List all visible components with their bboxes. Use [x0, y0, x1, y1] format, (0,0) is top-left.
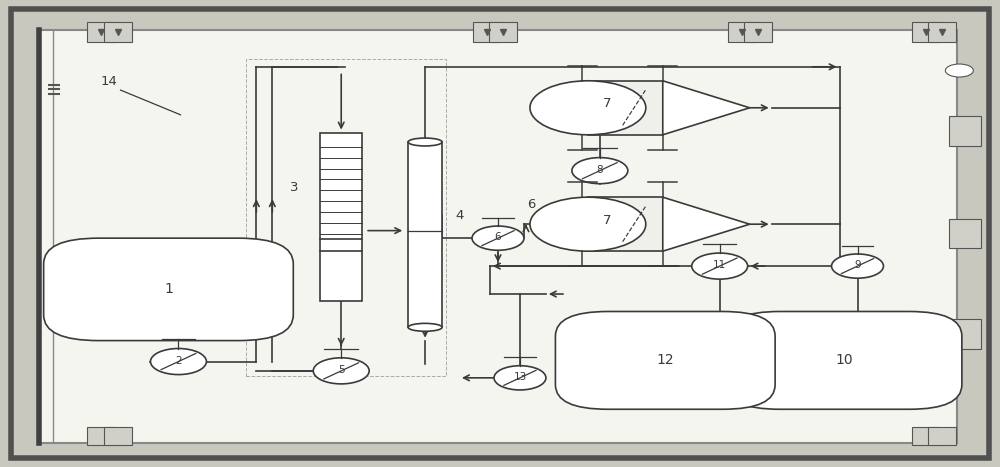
Text: 3: 3: [290, 181, 298, 193]
FancyBboxPatch shape: [727, 311, 962, 409]
Bar: [320, 134, 362, 301]
Polygon shape: [663, 197, 750, 251]
Bar: [39, 29, 957, 443]
Bar: [104, 427, 132, 445]
Bar: [104, 22, 132, 42]
Text: 13: 13: [513, 372, 527, 382]
Ellipse shape: [408, 138, 442, 146]
Text: 6: 6: [495, 232, 501, 242]
Circle shape: [945, 64, 973, 77]
Circle shape: [150, 348, 206, 375]
Text: 12: 12: [656, 354, 674, 368]
Bar: [588, 81, 663, 135]
Bar: [408, 142, 442, 327]
Circle shape: [472, 226, 524, 250]
Bar: [949, 116, 981, 146]
Bar: [949, 318, 981, 348]
Text: 14: 14: [101, 75, 117, 87]
Bar: [473, 22, 501, 42]
Ellipse shape: [408, 323, 442, 331]
Text: 6: 6: [528, 198, 536, 211]
Bar: [588, 197, 663, 251]
Circle shape: [530, 197, 646, 251]
Text: 5: 5: [338, 365, 345, 375]
Circle shape: [530, 81, 646, 135]
Bar: [928, 427, 956, 445]
Text: 1: 1: [164, 283, 173, 297]
Bar: [744, 22, 772, 42]
FancyBboxPatch shape: [555, 311, 775, 409]
Bar: [87, 427, 115, 445]
Circle shape: [572, 157, 628, 184]
Text: 11: 11: [713, 260, 726, 270]
Circle shape: [832, 254, 883, 278]
Circle shape: [692, 253, 748, 279]
Bar: [87, 22, 115, 42]
Text: 4: 4: [455, 209, 463, 222]
Bar: [728, 22, 756, 42]
Text: 7: 7: [603, 213, 611, 226]
Bar: [928, 22, 956, 42]
Text: 7: 7: [603, 97, 611, 110]
Bar: [949, 219, 981, 248]
Bar: [489, 22, 517, 42]
Bar: [912, 427, 940, 445]
Polygon shape: [663, 81, 750, 135]
Circle shape: [494, 366, 546, 390]
Text: 9: 9: [854, 260, 861, 270]
FancyBboxPatch shape: [44, 238, 293, 340]
Circle shape: [313, 358, 369, 384]
Bar: [912, 22, 940, 42]
Text: 2: 2: [175, 355, 182, 366]
Text: 8: 8: [597, 164, 603, 175]
Bar: [246, 59, 446, 375]
Text: 10: 10: [836, 354, 853, 368]
